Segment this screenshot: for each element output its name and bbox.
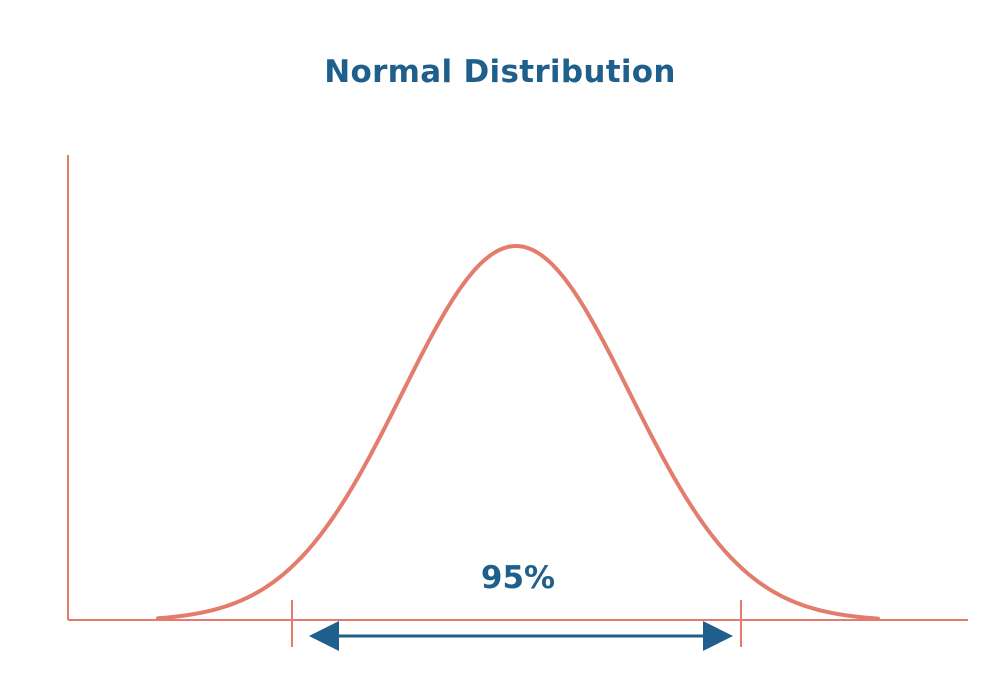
interval-percentage-label: 95% [480, 560, 556, 596]
diagram-title: Normal Distribution [324, 54, 676, 90]
bell-curve [156, 243, 880, 621]
